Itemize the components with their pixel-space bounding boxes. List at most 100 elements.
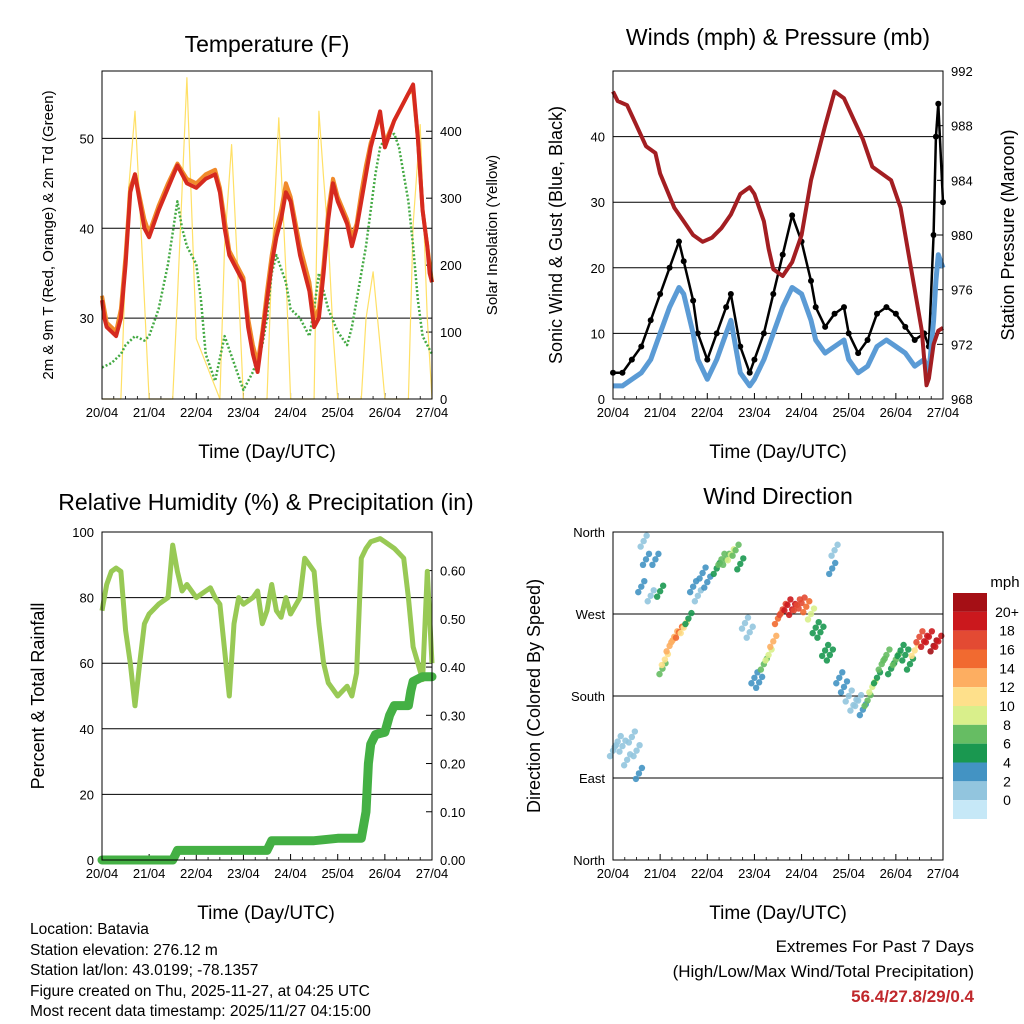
y2-tick-label: 200 bbox=[440, 258, 462, 273]
gust-segment bbox=[937, 103, 945, 203]
x-tick-label: 24/04 bbox=[785, 405, 818, 420]
direction-point bbox=[737, 560, 744, 568]
colorbar-label: 16 bbox=[999, 642, 1015, 658]
x-tick-label: 26/04 bbox=[369, 405, 402, 420]
direction-point bbox=[829, 646, 837, 653]
gust-segment bbox=[753, 332, 766, 361]
direction-point bbox=[806, 598, 813, 605]
temperature-panel: Temperature (F) 20/04 21/04 22/04 23/04 24/0… bbox=[40, 31, 501, 463]
direction-point bbox=[682, 620, 689, 628]
gust-segment bbox=[885, 306, 897, 315]
humidity-ylabel: Percent & Total Rainfall bbox=[28, 603, 48, 790]
plot-frame bbox=[101, 531, 433, 861]
humidity-line bbox=[99, 536, 435, 709]
gust-segment bbox=[847, 332, 860, 354]
x-tick-label: 27/04 bbox=[416, 405, 449, 420]
humidity-precip-panel: Relative Humidity (%) & Precipitation (i… bbox=[28, 489, 474, 924]
direction-point bbox=[677, 629, 684, 637]
direction-point bbox=[875, 666, 882, 673]
direction-point bbox=[818, 652, 826, 660]
direction-point bbox=[928, 628, 936, 635]
extremes-box: Extremes For Past 7 Days (High/Low/Max W… bbox=[673, 934, 974, 1009]
direction-ylabel: Direction (Colored By Speed) bbox=[524, 579, 544, 813]
direction-point bbox=[905, 646, 912, 653]
direction-point bbox=[873, 674, 881, 681]
direction-point bbox=[762, 657, 769, 664]
y-tick-label: 40 bbox=[80, 221, 94, 236]
direction-point bbox=[639, 561, 647, 568]
station-location: Location: Batavia bbox=[30, 921, 149, 938]
direction-point bbox=[854, 697, 862, 704]
direction-point bbox=[832, 559, 839, 567]
direction-point bbox=[638, 764, 646, 772]
x-tick-label: 26/04 bbox=[880, 405, 913, 420]
winds-pressure-panel: Winds (mph) & Pressure (mb) 20/04 21/04 22… bbox=[546, 24, 1018, 463]
x-tick-label: 26/04 bbox=[880, 866, 913, 881]
colorbar-swatch bbox=[953, 649, 987, 669]
direction-point bbox=[710, 570, 717, 578]
direction-point bbox=[781, 607, 788, 614]
direction-title: Wind Direction bbox=[703, 483, 853, 509]
x-tick-label: 27/04 bbox=[927, 405, 960, 420]
direction-point bbox=[847, 707, 854, 714]
y-tick-label: 50 bbox=[80, 131, 94, 146]
gust-segment bbox=[809, 280, 817, 308]
y-tick-label: 80 bbox=[80, 591, 94, 606]
x-tick-label: 24/04 bbox=[274, 405, 307, 420]
gust-segment bbox=[658, 267, 671, 295]
plot-frame bbox=[101, 70, 433, 400]
direction-point bbox=[842, 698, 849, 705]
direction-point bbox=[620, 762, 628, 769]
direction-point bbox=[814, 634, 821, 641]
pressure-ylabel: Station Pressure (Maroon) bbox=[998, 129, 1018, 340]
direction-point bbox=[661, 656, 669, 663]
direction-point bbox=[659, 582, 667, 589]
gust-segment bbox=[800, 241, 813, 282]
x-tick-label: 20/04 bbox=[86, 866, 119, 881]
direction-point bbox=[803, 603, 810, 610]
direction-point bbox=[755, 679, 763, 686]
figure-created: Figure created on Thu, 2025-11-27, at 04… bbox=[30, 982, 370, 1000]
extremes-legend: (High/Low/Max Wind/Total Precipitation) bbox=[672, 962, 974, 981]
direction-point bbox=[744, 614, 752, 621]
colorbar-swatch bbox=[953, 668, 987, 688]
direction-point bbox=[866, 689, 873, 696]
gust-segment bbox=[649, 293, 662, 321]
direction-point bbox=[836, 674, 843, 681]
direction-point bbox=[908, 652, 915, 660]
y2-tick-label: 984 bbox=[951, 173, 973, 188]
colorbar-label: 4 bbox=[1003, 755, 1011, 771]
y2-tick-label: 0.40 bbox=[440, 660, 465, 675]
extremes-heading: Extremes For Past 7 Days bbox=[775, 937, 974, 956]
direction-point bbox=[694, 592, 702, 599]
direction-point bbox=[913, 639, 920, 646]
direction-point bbox=[870, 680, 878, 687]
direction-point bbox=[810, 605, 818, 612]
gust-segment bbox=[640, 319, 652, 347]
direction-point bbox=[899, 657, 906, 664]
direction-point bbox=[623, 756, 631, 763]
x-tick-label: 23/04 bbox=[227, 866, 260, 881]
x-tick-label: 22/04 bbox=[691, 405, 724, 420]
direction-point bbox=[652, 556, 659, 563]
direction-point bbox=[748, 680, 755, 687]
gust-segment bbox=[696, 332, 709, 361]
direction-point bbox=[719, 561, 727, 568]
y-tick-label: 40 bbox=[80, 722, 94, 737]
temperature-title: Temperature (F) bbox=[185, 31, 350, 57]
colorbar-swatch bbox=[953, 687, 987, 706]
direction-point bbox=[704, 578, 711, 586]
y-tick-label: North bbox=[573, 853, 605, 868]
gust-segment bbox=[894, 312, 907, 328]
direction-point bbox=[916, 633, 923, 640]
direction-point bbox=[894, 652, 901, 660]
x-tick-label: 21/04 bbox=[644, 866, 677, 881]
gust-segment bbox=[748, 359, 756, 374]
direction-point bbox=[857, 691, 865, 699]
winds-ylabel: Sonic Wind & Gust (Blue, Black) bbox=[546, 106, 566, 364]
plot-frame bbox=[612, 70, 944, 400]
colorbar-label: 20+ bbox=[995, 604, 1019, 620]
direction-point bbox=[903, 666, 911, 673]
direction-point bbox=[831, 547, 838, 554]
